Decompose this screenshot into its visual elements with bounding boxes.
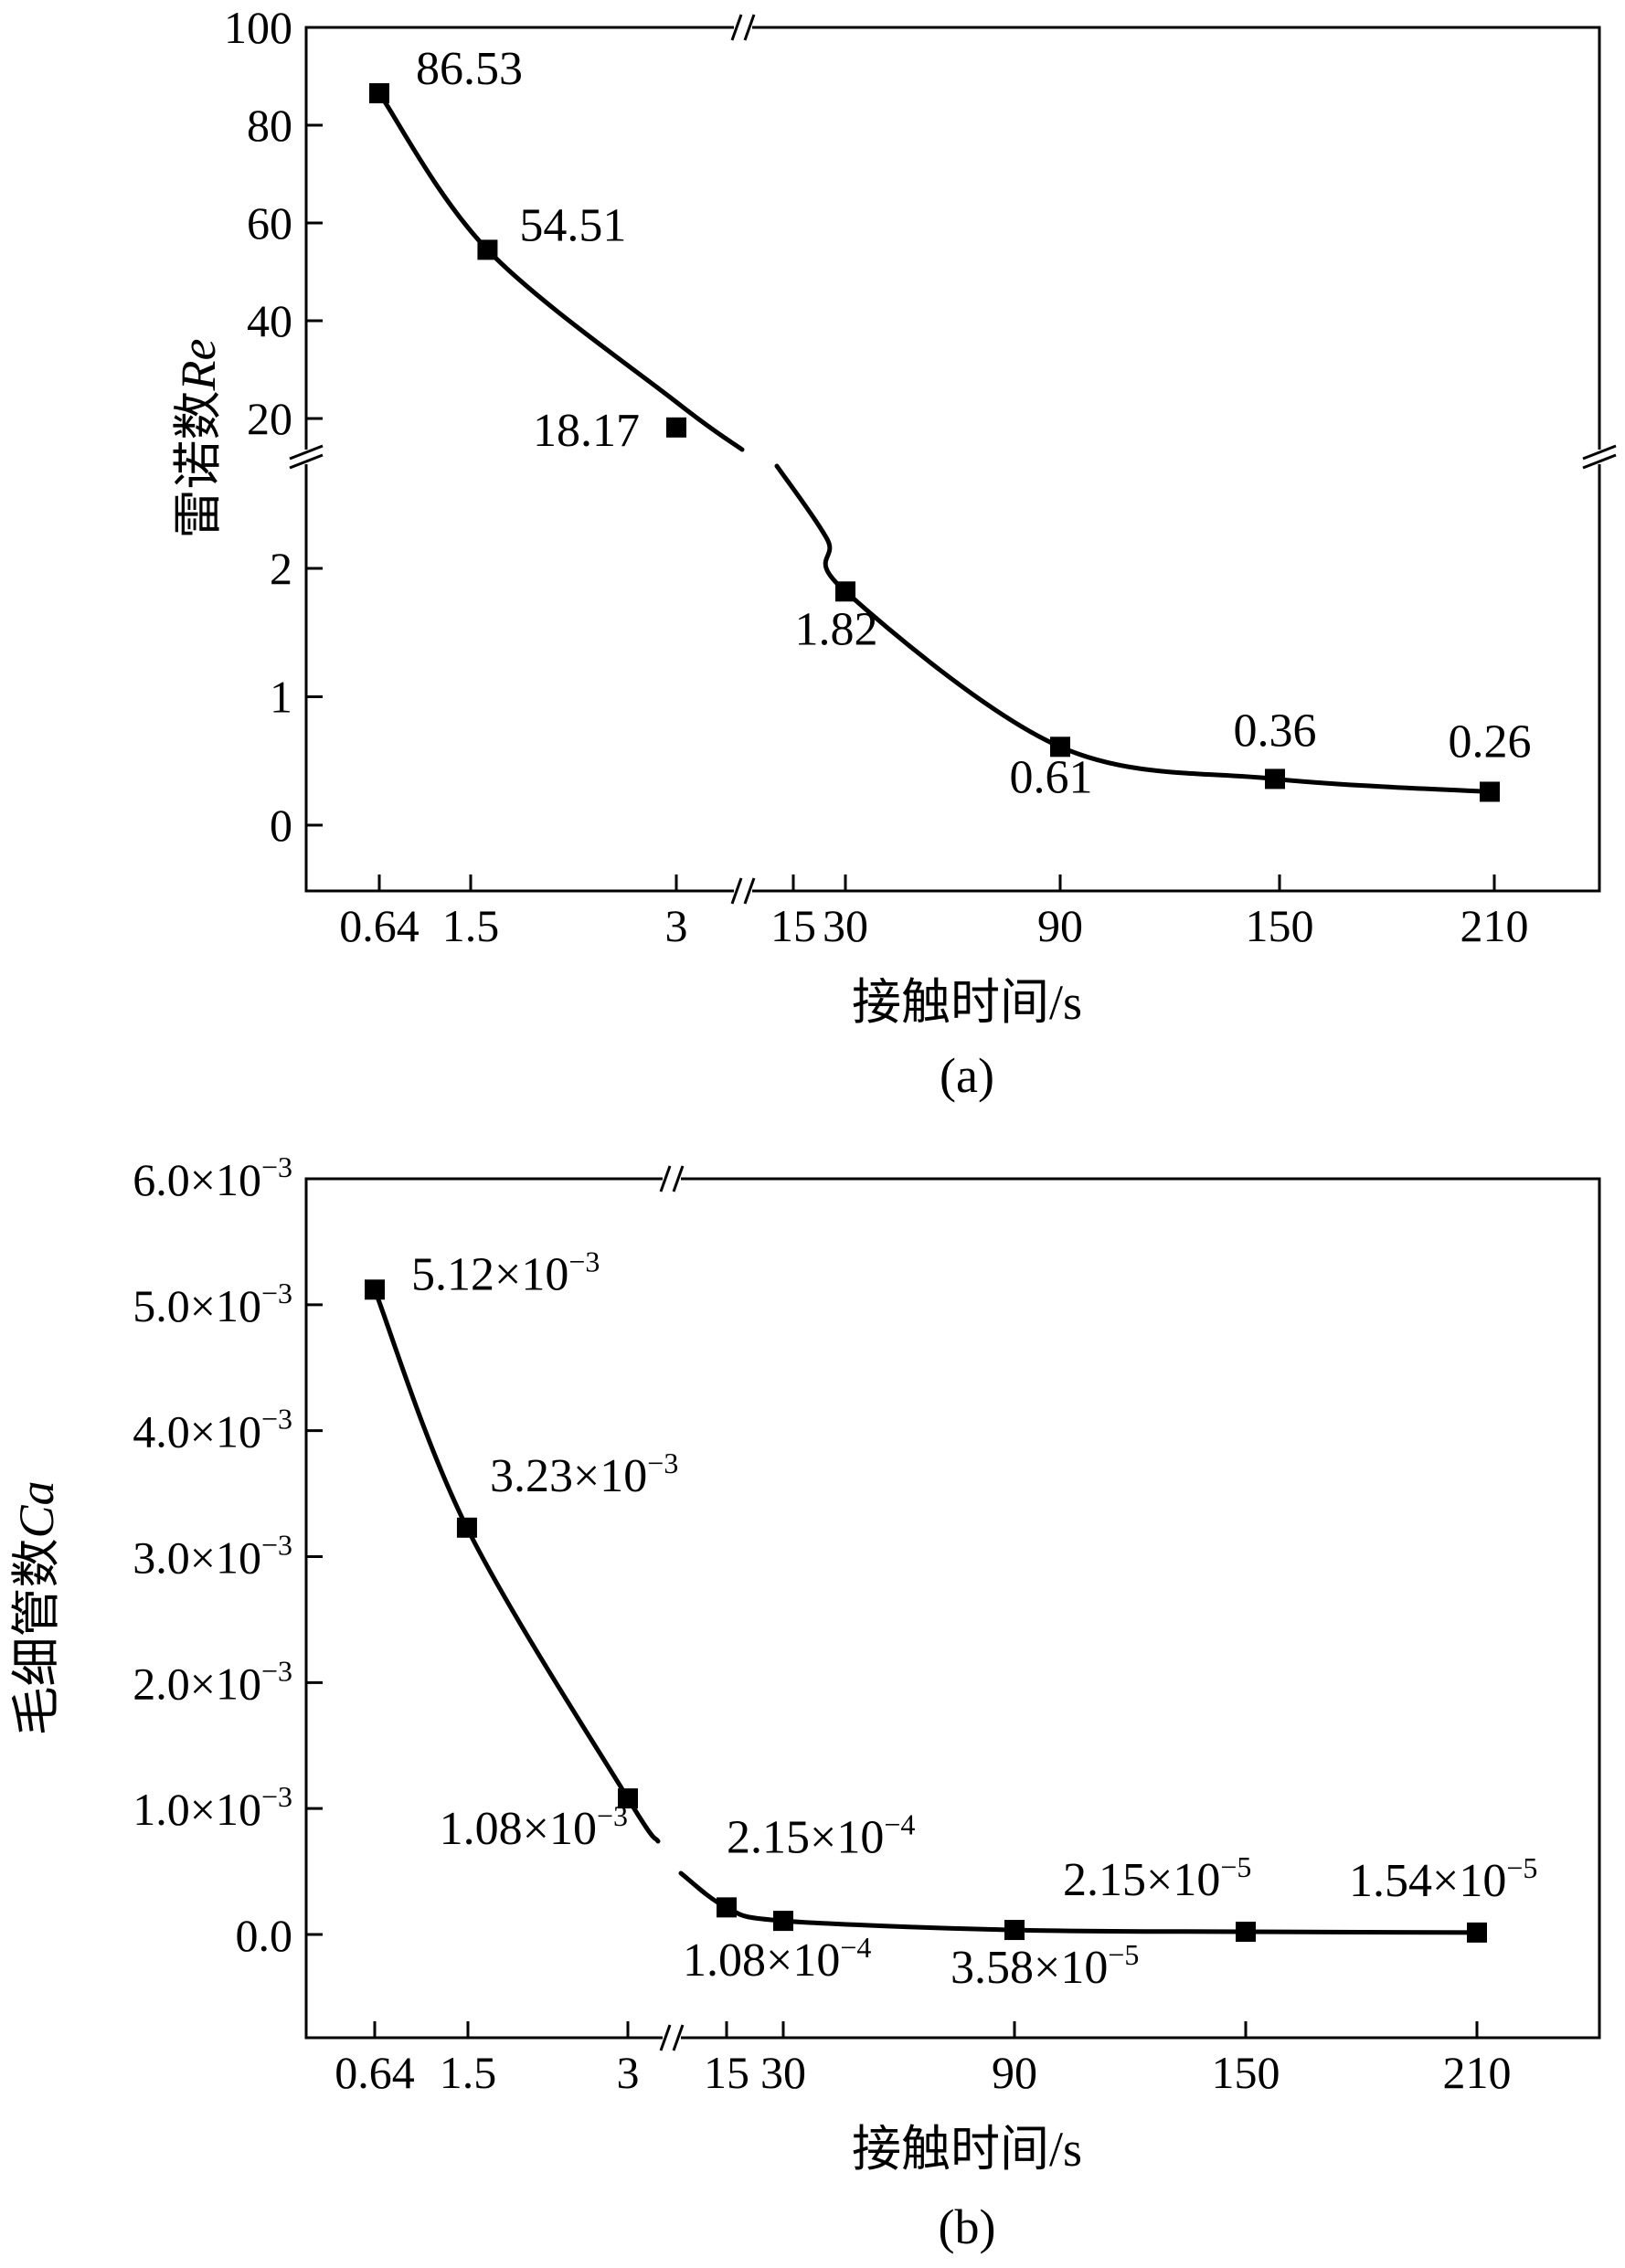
axis-break-mark (289, 444, 324, 461)
axis-break-mark (1582, 444, 1617, 461)
y-tick-label: 0.0 (236, 1910, 293, 1961)
axis-break-mark (659, 1165, 672, 1192)
data-point (1480, 781, 1500, 802)
data-label: 0.26 (1449, 715, 1532, 768)
data-point (1467, 1922, 1487, 1943)
y-tick-label: 20 (247, 393, 292, 444)
x-tick-label: 90 (992, 2047, 1037, 2098)
panel-label: (a) (940, 1048, 994, 1103)
data-label: 18.17 (533, 405, 640, 457)
data-point (1265, 768, 1285, 790)
y-tick-label: 80 (247, 100, 292, 151)
data-label: 1.82 (795, 603, 878, 655)
data-label: 86.53 (416, 43, 523, 95)
data-point (1050, 737, 1070, 758)
x-tick-label: 1.5 (440, 2047, 497, 2098)
data-point (1236, 1922, 1256, 1943)
panel-b-ca-chart: 0.64 1.5 3 15 30 90 150 210 0.0 1.0×10−3 2.0×10−3 3… (9, 1150, 1601, 2254)
data-label: 2.15×10−4 (727, 1807, 915, 1863)
axis-break-mark (672, 1165, 685, 1192)
series-curve-lower (774, 463, 1492, 794)
axis-break-mark (730, 877, 743, 905)
y-tick-label: 3.0×10−3 (133, 1529, 292, 1584)
data-label: 5.12×10−3 (411, 1245, 600, 1300)
y-tick-label: 0 (270, 800, 292, 851)
y-tick-label: 60 (247, 197, 292, 249)
x-tick-label: 0.64 (339, 900, 420, 951)
x-tick-label: 15 (770, 900, 816, 951)
axis-break-mark (743, 14, 756, 41)
data-label: 0.61 (1010, 751, 1093, 803)
data-label: 1.08×10−4 (683, 1931, 871, 1987)
data-label: 0.36 (1234, 705, 1317, 757)
y-tick-label: 40 (247, 295, 292, 346)
data-point (369, 83, 389, 104)
axis-break-mark (289, 453, 324, 470)
axis-break-gap (288, 450, 324, 464)
data-label: 3.58×10−5 (951, 1938, 1139, 1994)
x-tick-label: 30 (760, 2047, 806, 2098)
data-point (773, 1911, 793, 1932)
x-tick-label: 30 (823, 900, 868, 951)
x-tick-label: 210 (1443, 2047, 1512, 2098)
data-label: 3.23×10−3 (490, 1447, 678, 1502)
y-tick-label: 4.0×10−3 (133, 1403, 292, 1457)
x-tick-label: 150 (1212, 2047, 1280, 2098)
x-tick-label: 210 (1460, 900, 1529, 951)
x-tick-label: 3 (617, 2047, 640, 2098)
data-point (456, 1517, 477, 1538)
data-point (618, 1788, 638, 1809)
x-tick-label: 3 (665, 900, 688, 951)
data-point (717, 1897, 737, 1918)
plot-frame (304, 26, 1601, 893)
panel-a-re-chart: 0.64 1.5 3 15 30 90 150 210 20 40 60 80 100 0 1 2 86.53 5… (171, 2, 1618, 1103)
data-label: 2.15×10−5 (1063, 1850, 1251, 1906)
data-point (666, 417, 686, 438)
data-point (477, 239, 498, 260)
data-label: 1.54×10−5 (1349, 1851, 1537, 1907)
x-tick-label: 150 (1246, 900, 1314, 951)
x-tick-label: 15 (704, 2047, 749, 2098)
x-axis-title: 接触时间/s (852, 975, 1082, 1030)
panel-label: (b) (939, 2199, 996, 2254)
y-tick-label: 1 (270, 672, 292, 723)
x-tick-label: 90 (1037, 900, 1083, 951)
y-tick-label: 2 (270, 543, 292, 594)
data-point (835, 581, 855, 602)
axis-break-mark (730, 14, 743, 41)
data-point (365, 1279, 385, 1300)
axis-break-gap (1581, 450, 1618, 464)
y-tick-label: 1.0×10−3 (133, 1780, 292, 1835)
y-tick-label: 6.0×10−3 (133, 1150, 292, 1205)
data-label: 54.51 (519, 199, 626, 251)
series-curve-upper (372, 1287, 661, 1844)
axis-break-mark (659, 2024, 672, 2051)
axis-break-mark (743, 877, 756, 905)
series-curve-upper (377, 90, 745, 452)
data-label: 1.08×10−3 (440, 1799, 628, 1855)
x-axis-title: 接触时间/s (852, 2122, 1082, 2177)
x-tick-label: 0.64 (335, 2047, 415, 2098)
axis-break-mark (672, 2024, 685, 2051)
y-axis-title: 雷诺数Re (171, 339, 226, 539)
y-tick-label: 2.0×10−3 (133, 1654, 292, 1709)
y-axis-title: 毛细管数Ca (9, 1480, 64, 1735)
plot-frame (304, 1177, 1601, 2040)
data-point (1004, 1920, 1025, 1941)
axis-break-mark (1582, 453, 1617, 470)
y-tick-label: 5.0×10−3 (133, 1277, 292, 1331)
x-tick-label: 1.5 (442, 900, 500, 951)
y-tick-label: 100 (224, 2, 292, 53)
